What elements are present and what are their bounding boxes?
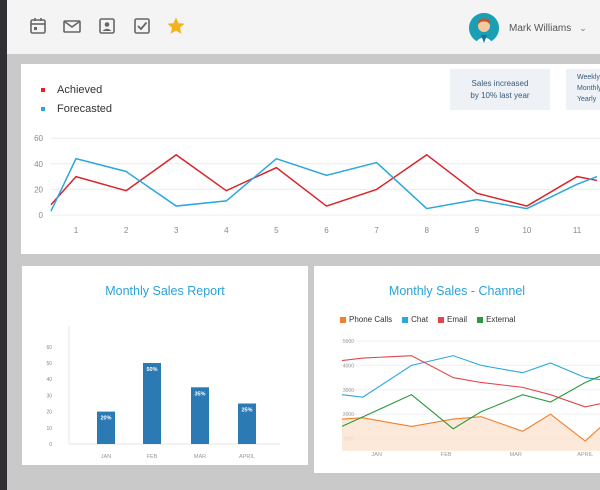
y-tick-label: 5000	[343, 339, 354, 345]
x-tick-label: 4	[224, 226, 229, 235]
bar-data-label: 50%	[146, 367, 157, 373]
y-tick-label: 2000	[343, 412, 354, 418]
series-line-email	[342, 356, 600, 407]
x-tick-label: JAN	[101, 454, 111, 460]
x-tick-label: FEB	[441, 452, 452, 458]
bar-data-label: 35%	[194, 391, 205, 397]
y-tick-label: 20	[34, 185, 43, 194]
y-tick-label: 0	[49, 442, 52, 448]
avatar	[469, 13, 499, 43]
monthly-sales-channel-chart: 10002000300040005000JANFEBMARAPRIL	[314, 266, 600, 473]
checkbox-icon[interactable]	[132, 16, 152, 36]
overview-panel: Achieved Forecasted Sales increased by 1…	[21, 64, 600, 254]
calendar-icon[interactable]	[28, 16, 48, 36]
top-toolbar: Mark Williams ⌄	[7, 0, 600, 54]
x-tick-label: APRIL	[577, 452, 593, 458]
y-tick-label: 40	[46, 377, 52, 383]
chevron-down-icon[interactable]: ⌄	[579, 23, 587, 34]
x-tick-label: 7	[374, 226, 379, 235]
x-tick-label: MAR	[510, 452, 522, 458]
series-line-achieved	[51, 155, 597, 206]
user-name: Mark Williams	[509, 23, 571, 34]
x-tick-label: FEB	[147, 454, 158, 460]
x-tick-label: MAR	[194, 454, 206, 460]
contact-card-icon[interactable]	[97, 16, 117, 36]
y-tick-label: 40	[34, 160, 43, 169]
y-tick-label: 3000	[343, 388, 354, 394]
x-tick-label: 9	[475, 226, 480, 235]
y-tick-label: 4000	[343, 363, 354, 369]
mail-icon[interactable]	[62, 16, 82, 36]
phone-calls-area	[342, 409, 600, 450]
x-tick-label: 3	[174, 226, 179, 235]
y-tick-label: 30	[46, 393, 52, 399]
bar-data-label: 20%	[100, 416, 111, 422]
bar	[143, 363, 161, 444]
x-tick-label: 5	[274, 226, 279, 235]
left-sidebar-edge	[0, 0, 7, 490]
monthly-sales-bar-chart: 0 10 20 30 40 50 60 20% JAN 50% FEB 35% MAR 25% APRIL	[22, 266, 308, 465]
x-tick-label: APRIL	[239, 454, 255, 460]
y-tick-label: 60	[46, 345, 52, 351]
x-tick-label: 1	[74, 226, 79, 235]
monthly-sales-report-panel: Monthly Sales Report 0 10 20 30 40 50 60 20% JAN…	[22, 266, 308, 465]
x-tick-label: 10	[522, 226, 531, 235]
user-menu[interactable]: Mark Williams ⌄	[469, 13, 587, 43]
y-tick-label: 60	[34, 134, 43, 143]
y-tick-label: 0	[39, 211, 44, 220]
star-icon[interactable]	[166, 16, 186, 36]
series-line-chat	[342, 356, 600, 397]
monthly-sales-channel-panel: Monthly Sales - Channel Phone Calls Chat…	[314, 266, 600, 473]
achieved-forecasted-line-chart: 0 20 40 60 1 2 3 4 5 6 7 8 9 10 11	[21, 64, 600, 254]
y-tick-label: 50	[46, 361, 52, 367]
x-tick-label: 6	[324, 226, 329, 235]
x-tick-label: 2	[124, 226, 129, 235]
y-tick-label: 20	[46, 410, 52, 416]
y-tick-label: 10	[46, 426, 52, 432]
x-tick-label: 8	[424, 226, 429, 235]
x-tick-label: JAN	[372, 452, 382, 458]
x-tick-label: 11	[573, 226, 582, 235]
bar-data-label: 25%	[241, 408, 252, 414]
